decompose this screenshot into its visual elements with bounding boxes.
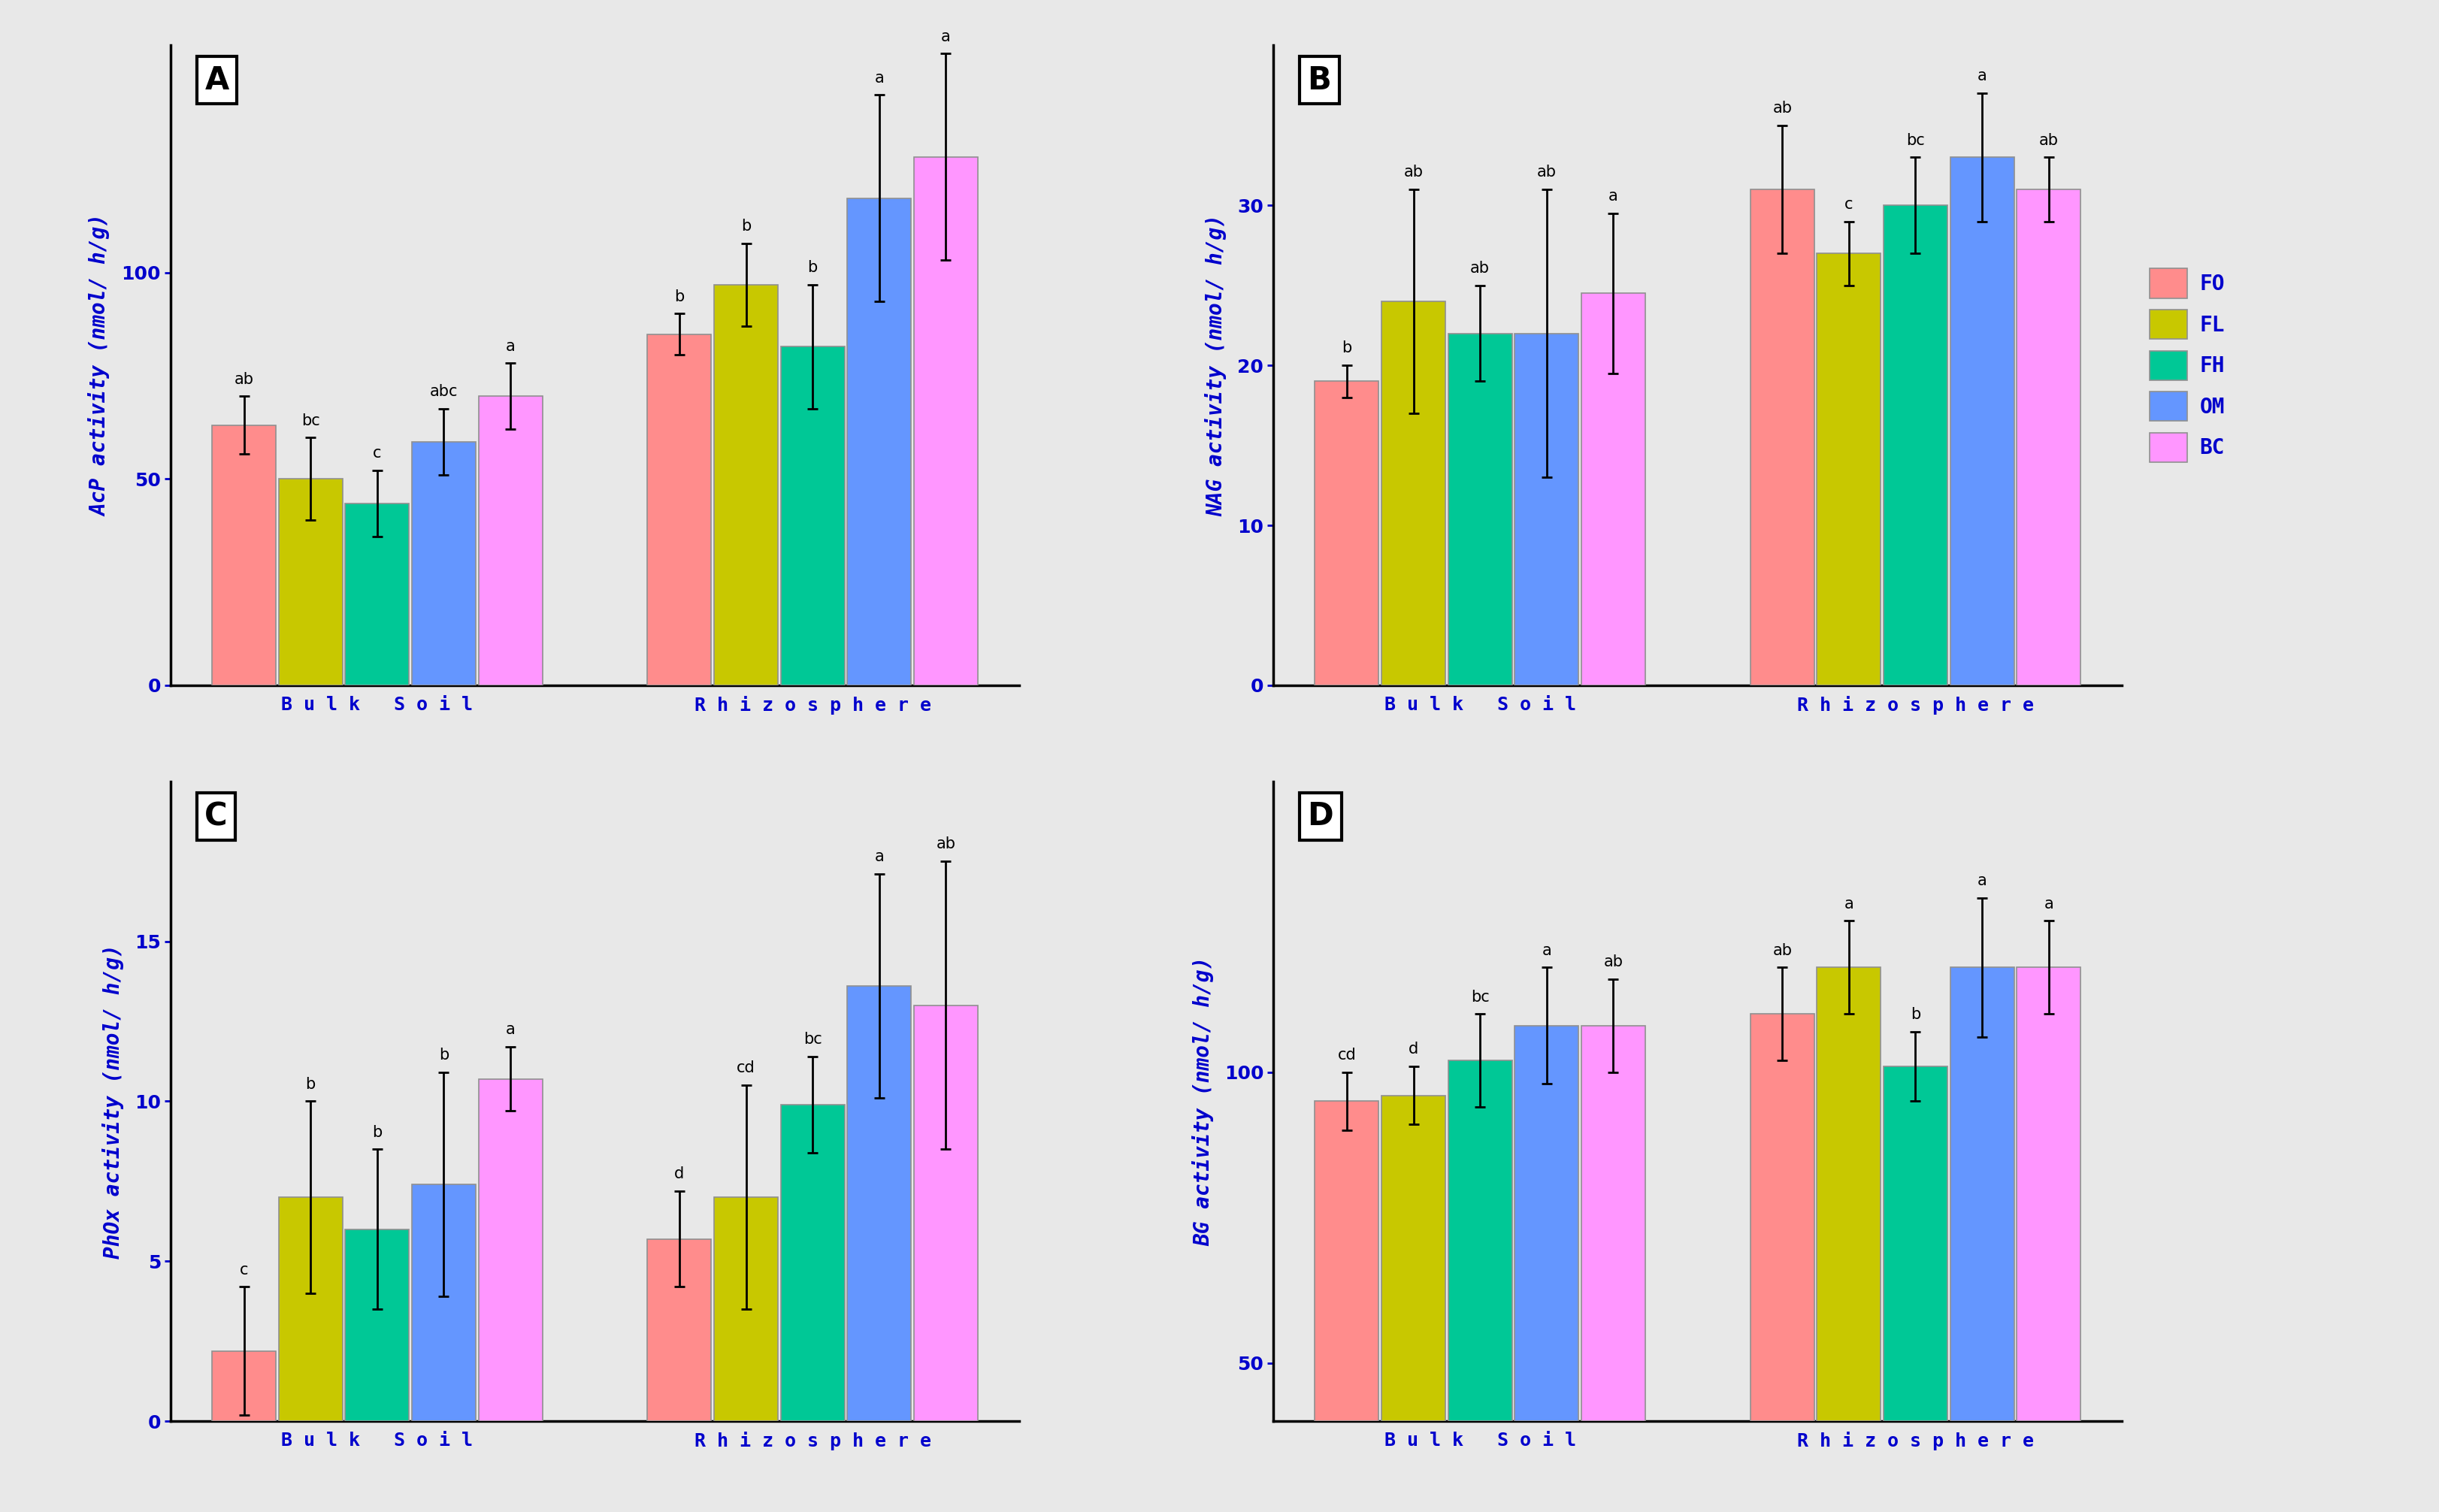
Bar bbox=[346, 503, 410, 685]
Text: a: a bbox=[876, 850, 883, 865]
Bar bbox=[1315, 1101, 1378, 1421]
Text: C: C bbox=[205, 800, 227, 832]
Text: cd: cd bbox=[737, 1061, 756, 1075]
Bar bbox=[646, 1238, 712, 1421]
Y-axis label: NAG activity (nmol/ h/g): NAG activity (nmol/ h/g) bbox=[1205, 215, 1227, 517]
Text: a: a bbox=[876, 70, 883, 85]
Text: bc: bc bbox=[1471, 989, 1490, 1004]
Bar bbox=[915, 157, 978, 685]
Text: ab: ab bbox=[1773, 101, 1793, 116]
Text: b: b bbox=[305, 1077, 315, 1092]
Bar bbox=[1315, 381, 1378, 685]
Text: a: a bbox=[1978, 68, 1988, 83]
Bar bbox=[1380, 1096, 1446, 1421]
Text: A: A bbox=[205, 65, 229, 97]
Text: a: a bbox=[1844, 897, 1854, 912]
Bar bbox=[715, 1198, 778, 1421]
Bar bbox=[1580, 293, 1646, 685]
Bar bbox=[2017, 189, 2080, 685]
Text: a: a bbox=[941, 29, 951, 44]
Bar bbox=[715, 284, 778, 685]
Text: bc: bc bbox=[1907, 133, 1924, 148]
Bar bbox=[846, 986, 912, 1421]
Text: D: D bbox=[1307, 800, 1334, 832]
Text: c: c bbox=[239, 1263, 249, 1278]
Text: ab: ab bbox=[937, 836, 956, 851]
Text: a: a bbox=[505, 1022, 515, 1037]
Text: ab: ab bbox=[1602, 954, 1622, 969]
Text: b: b bbox=[1341, 340, 1351, 355]
Bar bbox=[412, 442, 476, 685]
Bar bbox=[1751, 1015, 1815, 1421]
Text: c: c bbox=[373, 446, 380, 461]
Text: ab: ab bbox=[1773, 943, 1793, 959]
Bar bbox=[412, 1184, 476, 1421]
Text: b: b bbox=[807, 260, 817, 275]
Text: abc: abc bbox=[429, 384, 459, 399]
Bar bbox=[1951, 157, 2015, 685]
Text: c: c bbox=[1844, 197, 1854, 212]
Legend: FO, FL, FH, OM, BC: FO, FL, FH, OM, BC bbox=[2149, 269, 2224, 463]
Text: d: d bbox=[1407, 1042, 1419, 1057]
Y-axis label: BG activity (nmol/ h/g): BG activity (nmol/ h/g) bbox=[1193, 957, 1215, 1246]
Bar bbox=[1449, 333, 1512, 685]
Bar bbox=[278, 479, 341, 685]
Text: cd: cd bbox=[1337, 1048, 1356, 1063]
Text: b: b bbox=[1910, 1007, 1919, 1022]
Bar bbox=[478, 396, 541, 685]
Text: ab: ab bbox=[2039, 133, 2059, 148]
Bar bbox=[915, 1005, 978, 1421]
Bar bbox=[1883, 206, 1946, 685]
Text: ab: ab bbox=[1537, 165, 1556, 180]
Bar bbox=[212, 425, 276, 685]
Bar bbox=[1751, 189, 1815, 685]
Text: ab: ab bbox=[1405, 165, 1424, 180]
Bar bbox=[780, 346, 844, 685]
Bar bbox=[1883, 1066, 1946, 1421]
Text: b: b bbox=[741, 219, 751, 234]
Text: bc: bc bbox=[802, 1031, 822, 1046]
Bar bbox=[1515, 333, 1578, 685]
Text: a: a bbox=[1541, 943, 1551, 959]
Bar bbox=[346, 1229, 410, 1421]
Bar bbox=[1515, 1025, 1578, 1421]
Bar bbox=[646, 334, 712, 685]
Bar bbox=[2017, 968, 2080, 1421]
Text: a: a bbox=[1607, 189, 1617, 204]
Bar bbox=[278, 1198, 341, 1421]
Bar bbox=[1817, 968, 1880, 1421]
Text: B: B bbox=[1307, 65, 1332, 97]
Bar bbox=[1951, 968, 2015, 1421]
Text: b: b bbox=[373, 1125, 383, 1140]
Y-axis label: PhOx activity (nmol/ h/g): PhOx activity (nmol/ h/g) bbox=[102, 943, 124, 1258]
Bar bbox=[1380, 301, 1446, 685]
Bar bbox=[212, 1350, 276, 1421]
Text: a: a bbox=[2044, 897, 2054, 912]
Text: bc: bc bbox=[302, 413, 320, 428]
Text: a: a bbox=[505, 339, 515, 354]
Bar bbox=[1817, 254, 1880, 685]
Text: d: d bbox=[676, 1166, 685, 1181]
Text: ab: ab bbox=[1471, 260, 1490, 275]
Bar bbox=[780, 1104, 844, 1421]
Bar bbox=[478, 1080, 541, 1421]
Bar bbox=[1449, 1060, 1512, 1421]
Bar bbox=[846, 198, 912, 685]
Text: ab: ab bbox=[234, 372, 254, 387]
Bar bbox=[1580, 1025, 1646, 1421]
Text: b: b bbox=[439, 1048, 449, 1063]
Text: b: b bbox=[676, 289, 685, 304]
Y-axis label: AcP activity (nmol/ h/g): AcP activity (nmol/ h/g) bbox=[90, 215, 110, 517]
Text: a: a bbox=[1978, 872, 1988, 888]
